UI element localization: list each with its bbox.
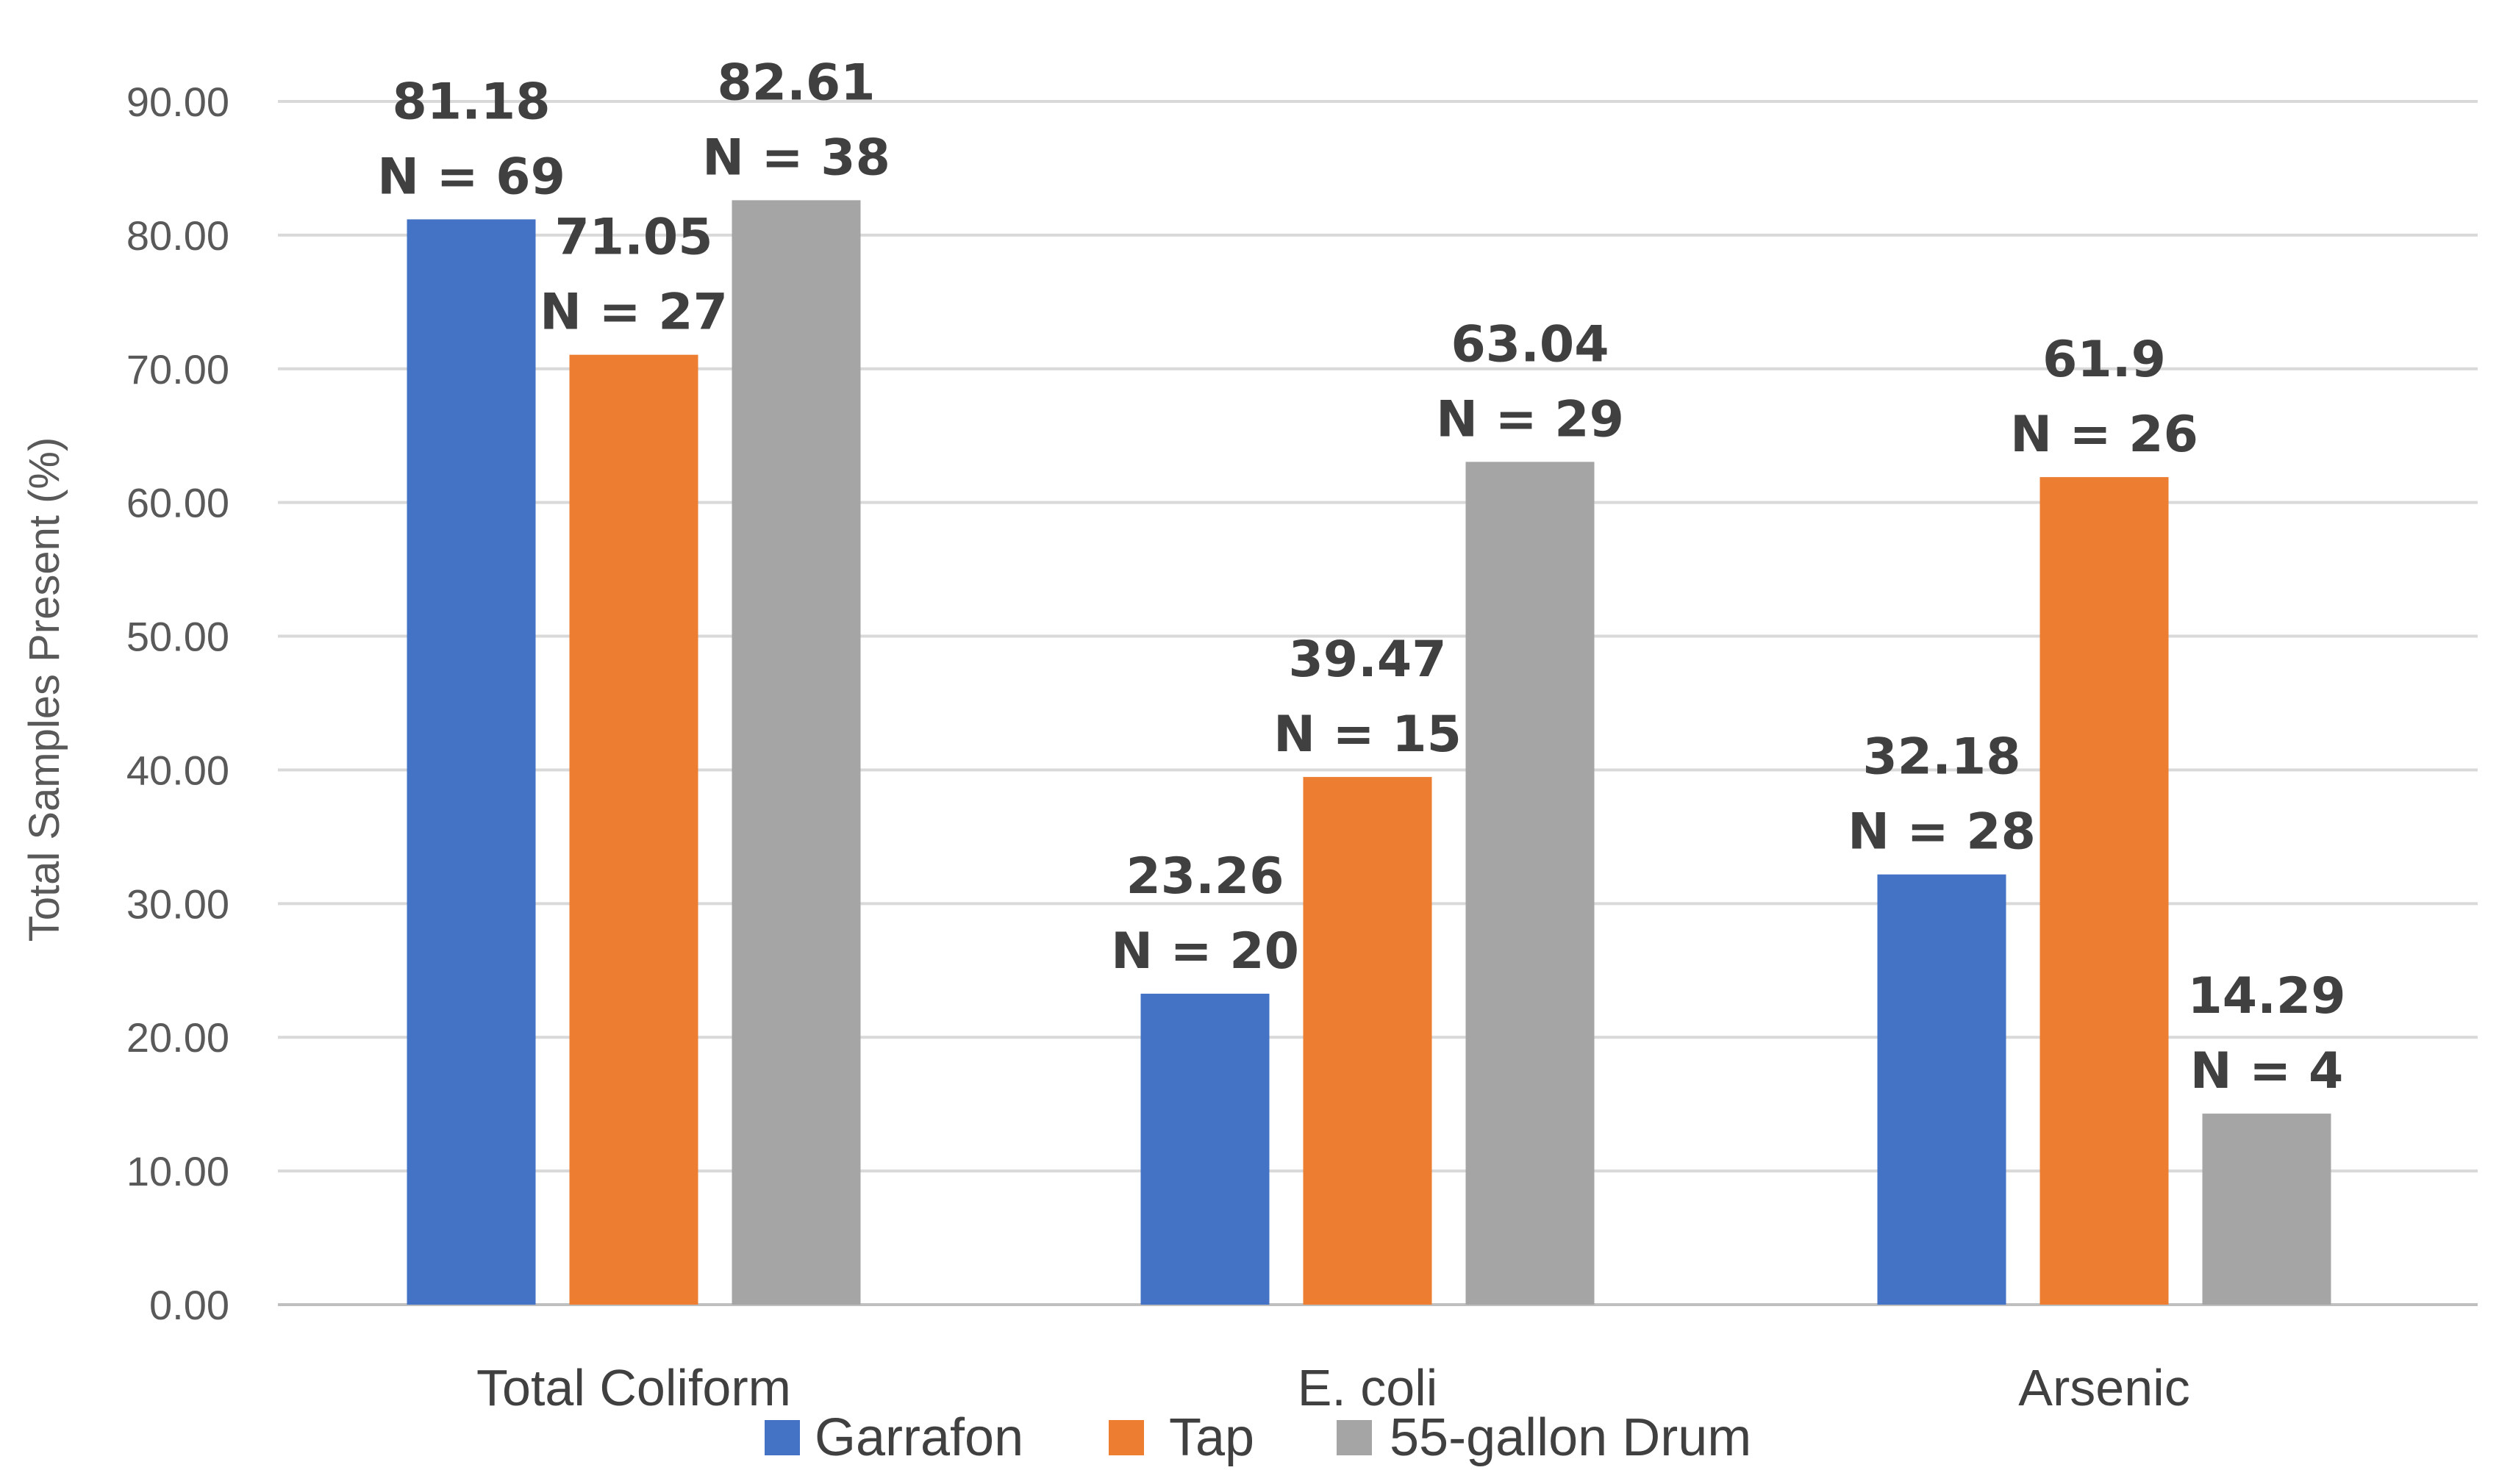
bar-tap-0 xyxy=(569,354,698,1305)
bar-garrafon-0 xyxy=(407,219,536,1305)
bar-garrafon-1 xyxy=(1140,993,1270,1305)
y-tick-label: 30.00 xyxy=(126,881,229,927)
bars xyxy=(407,200,2331,1305)
y-tick-label: 50.00 xyxy=(126,614,229,660)
data-label-n: N = 29 xyxy=(1436,390,1624,448)
bar-tap-1 xyxy=(1303,777,1432,1305)
legend-label: Garrafon xyxy=(815,1408,1023,1467)
legend-swatch xyxy=(765,1420,800,1455)
bar-tap-2 xyxy=(2039,477,2169,1305)
data-label-n: N = 38 xyxy=(702,129,890,187)
legend-item-garrafon: Garrafon xyxy=(765,1408,1023,1467)
data-label-value: 82.61 xyxy=(717,54,875,112)
y-tick-label: 10.00 xyxy=(126,1148,229,1194)
data-label-n: N = 28 xyxy=(1848,803,2036,861)
y-tick-label: 40.00 xyxy=(126,747,229,793)
bar-55-gallon-drum-1 xyxy=(1465,462,1595,1305)
data-labels: 81.18 N = 69 23.26 N = 20 32.18 N = 28 71.05 N … xyxy=(377,54,2345,1100)
legend-swatch xyxy=(1337,1420,1372,1455)
data-label-value: 81.18 xyxy=(392,73,550,131)
data-label-n: N = 27 xyxy=(540,284,728,342)
y-tick-label: 80.00 xyxy=(126,212,229,259)
legend-label: Tap xyxy=(1169,1408,1254,1467)
data-label-n: N = 4 xyxy=(2190,1042,2344,1100)
data-label-value: 39.47 xyxy=(1288,631,1446,689)
data-label-value: 32.18 xyxy=(1862,728,2020,786)
y-tick-label: 0.00 xyxy=(149,1282,229,1328)
y-tick-label: 20.00 xyxy=(126,1014,229,1061)
legend-swatch xyxy=(1109,1420,1144,1455)
data-label-value: 14.29 xyxy=(2187,967,2345,1025)
data-label-n: N = 20 xyxy=(1111,922,1299,981)
y-axis-ticks: 0.00 10.00 20.00 30.00 40.00 50.00 60.00 70.00 8… xyxy=(126,79,229,1328)
category-label: E. coli xyxy=(1298,1359,1438,1416)
data-label-value: 23.26 xyxy=(1126,847,1284,906)
y-tick-label: 60.00 xyxy=(126,480,229,526)
legend-label: 55-gallon Drum xyxy=(1390,1408,1751,1467)
y-tick-label: 70.00 xyxy=(126,346,229,392)
category-labels: Total Coliform E. coli Arsenic xyxy=(476,1359,2190,1416)
bar-55-gallon-drum-2 xyxy=(2202,1114,2331,1305)
category-label: Total Coliform xyxy=(476,1359,791,1416)
data-label-n: N = 15 xyxy=(1273,706,1462,764)
legend: Garrafon Tap 55-gallon Drum xyxy=(765,1408,1751,1467)
bar-55-gallon-drum-0 xyxy=(732,200,861,1305)
data-label-value: 61.9 xyxy=(2042,331,2166,389)
legend-item-55-gallon-drum: 55-gallon Drum xyxy=(1337,1408,1751,1467)
data-label-n: N = 69 xyxy=(377,148,565,206)
category-label: Arsenic xyxy=(2018,1359,2189,1416)
y-axis-title: Total Samples Present (%) xyxy=(21,437,68,942)
data-label-n: N = 26 xyxy=(2010,406,2198,464)
y-tick-label: 90.00 xyxy=(126,79,229,125)
bar-garrafon-2 xyxy=(1877,874,2006,1305)
data-label-value: 71.05 xyxy=(554,209,712,267)
legend-item-tap: Tap xyxy=(1109,1408,1254,1467)
data-label-value: 63.04 xyxy=(1451,315,1609,373)
